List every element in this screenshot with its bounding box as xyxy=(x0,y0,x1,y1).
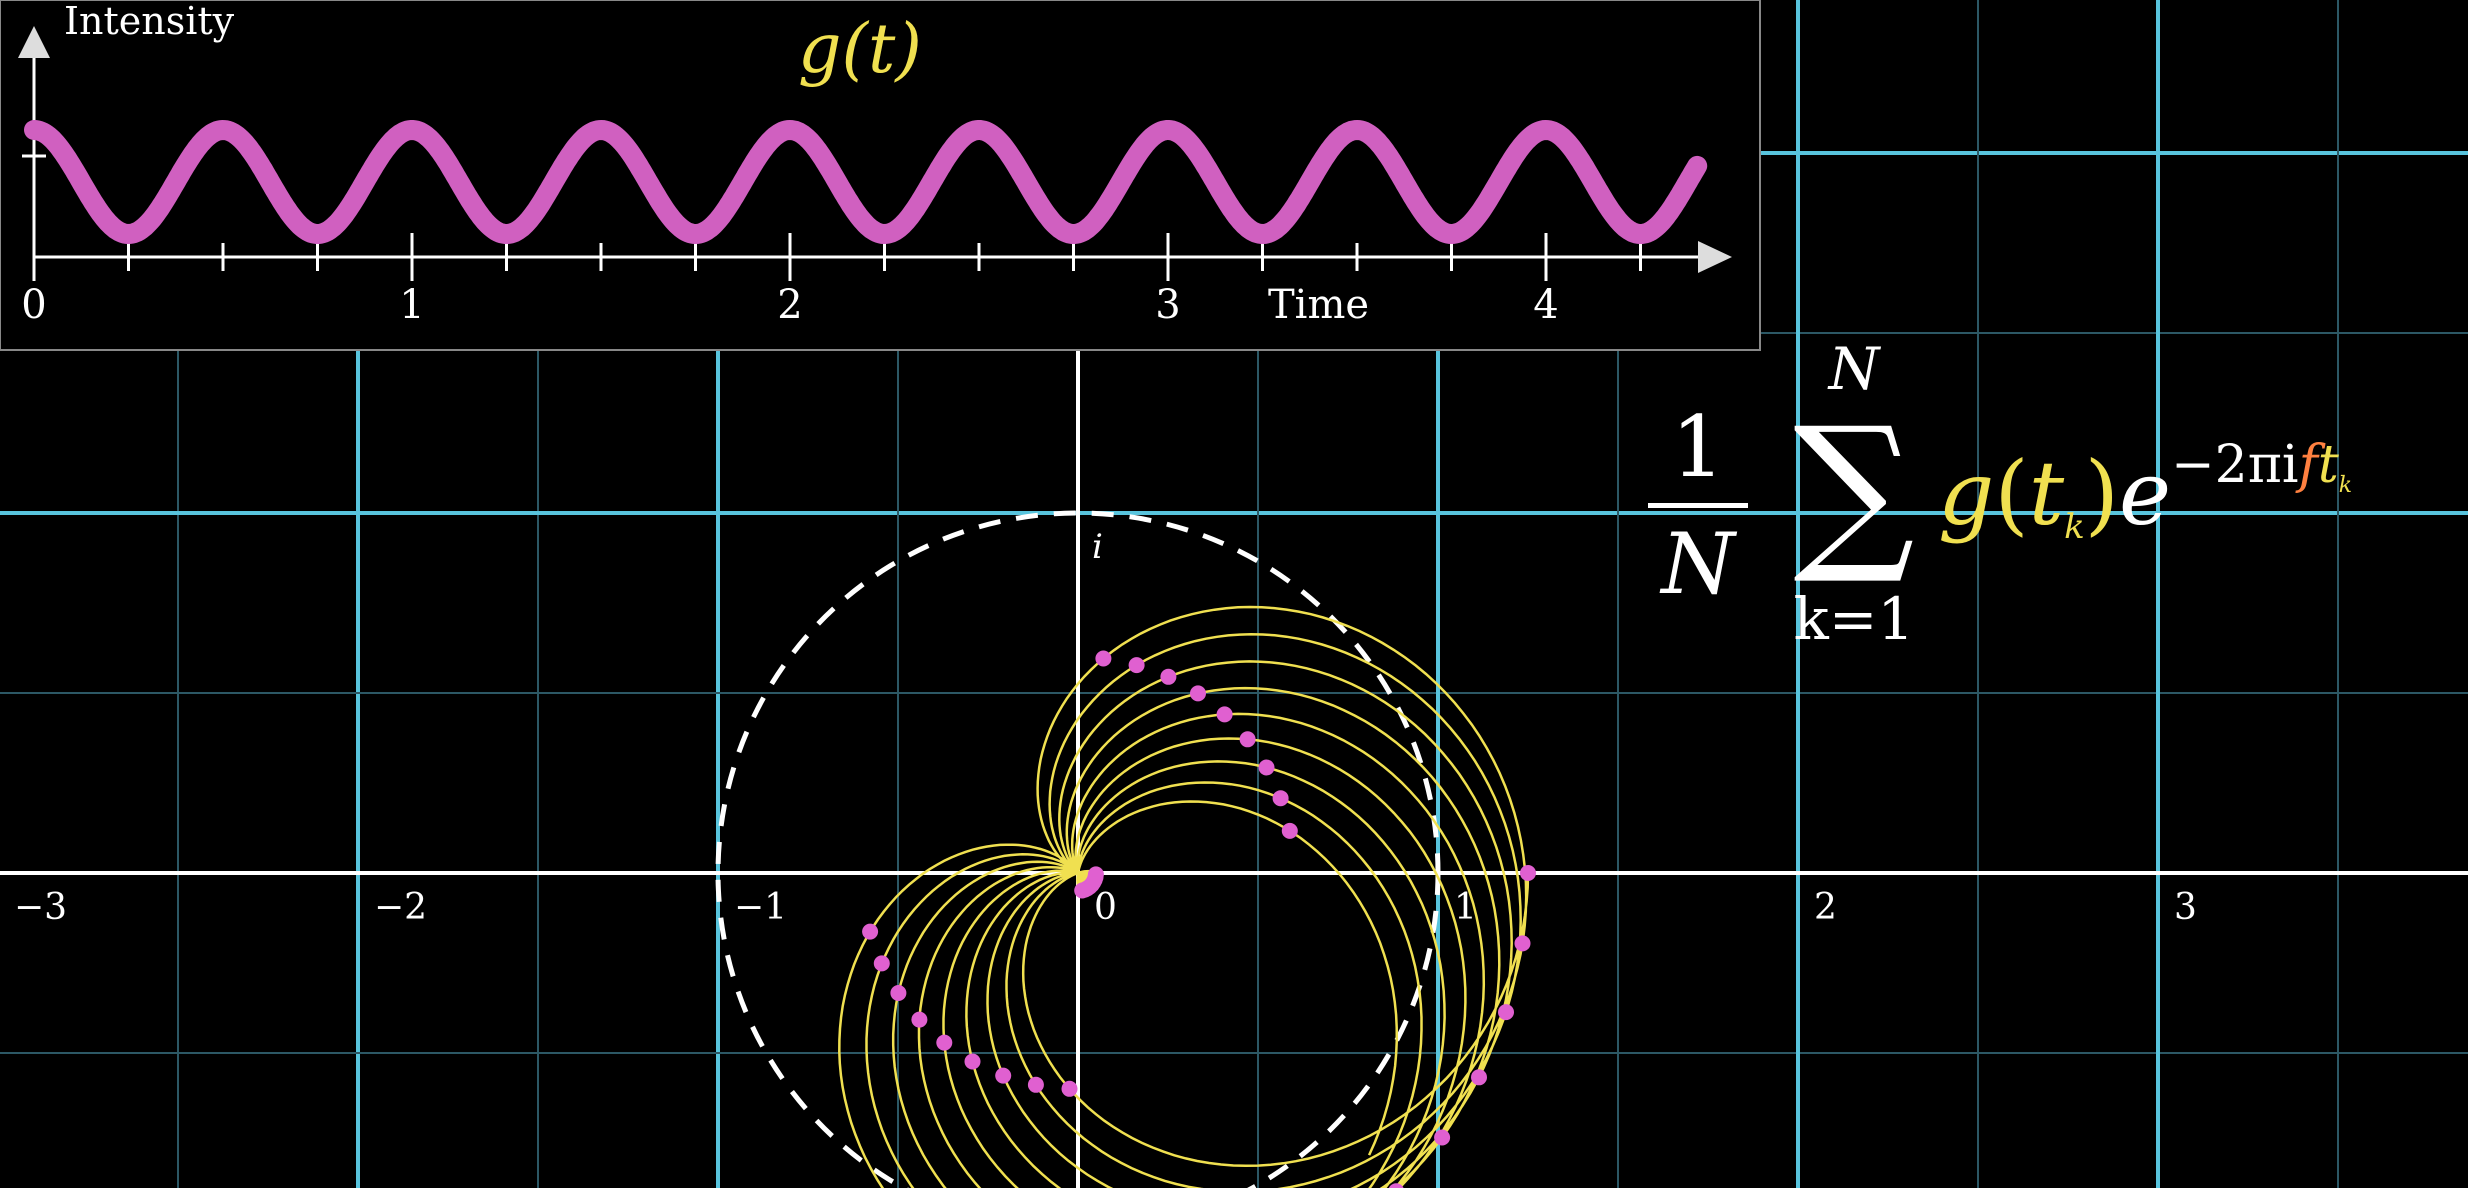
sample-point xyxy=(1216,706,1233,723)
formula-paren-close: ) xyxy=(2084,442,2120,545)
fourier-sum-formula: 1 N N ∑ k=1 g(tk)e−2πiftk xyxy=(1648,335,2408,665)
formula-fraction: 1 N xyxy=(1648,405,1748,606)
exponent-t: t xyxy=(2317,435,2339,495)
sample-point xyxy=(1388,1183,1404,1188)
sample-point xyxy=(1520,865,1536,881)
sample-point xyxy=(1095,650,1112,667)
real-tick-label: 2 xyxy=(1814,887,1837,928)
formula-exponent: −2πiftk xyxy=(2171,435,2353,498)
formula-sub-k: k xyxy=(2064,507,2085,547)
x-axis-arrow-icon xyxy=(1698,241,1732,273)
real-tick-label: −1 xyxy=(734,887,787,928)
sample-point xyxy=(1239,731,1256,748)
sample-point xyxy=(1128,657,1145,674)
formula-term: g(tk)e−2πiftk xyxy=(1938,435,2352,547)
sample-point xyxy=(1074,882,1091,899)
sum-symbol: ∑ xyxy=(1793,391,1915,589)
graph-x-tick-label: 2 xyxy=(777,282,802,328)
graph-x-tick-label: 3 xyxy=(1155,282,1180,328)
wound-sample-points xyxy=(862,650,1536,1188)
graph-x-tick-label: 4 xyxy=(1533,282,1558,328)
sample-point xyxy=(1258,759,1275,776)
exponent-sub-k: k xyxy=(2338,473,2353,498)
formula-paren-open: ( xyxy=(1994,442,2029,545)
sample-point xyxy=(911,1011,928,1028)
graph-title: g(t) xyxy=(798,10,922,89)
formula-numerator: 1 xyxy=(1671,398,1725,496)
real-tick-label: 1 xyxy=(1454,887,1477,928)
complex-plane-tick-labels: −3 −2 −1 0 1 2 3 xyxy=(14,887,2197,928)
signal-graph-tick-labels: 0 1 2 3 4 xyxy=(21,282,1558,328)
exponent-f: f xyxy=(2298,435,2318,495)
real-tick-label: 3 xyxy=(2174,887,2197,928)
sample-point xyxy=(862,923,879,940)
exponent-text: −2πi xyxy=(2171,435,2299,495)
signal-wave xyxy=(24,119,1708,245)
real-tick-label: −3 xyxy=(14,887,67,928)
sample-point xyxy=(964,1053,981,1070)
x-axis-label: Time xyxy=(1268,282,1369,328)
sample-point xyxy=(1160,668,1177,685)
sample-point xyxy=(1498,1004,1514,1021)
sample-point xyxy=(890,985,907,1001)
wound-curve xyxy=(838,605,1530,1188)
y-axis-arrow-icon xyxy=(18,26,50,58)
formula-e: e xyxy=(2119,442,2172,545)
sample-point xyxy=(936,1034,953,1051)
real-tick-label: −2 xyxy=(374,887,427,928)
sample-point xyxy=(873,955,890,972)
unit-circle xyxy=(715,510,1441,1188)
sum-lower-limit: k=1 xyxy=(1793,585,1915,653)
real-tick-label: 0 xyxy=(1094,887,1117,928)
sample-point xyxy=(995,1067,1012,1084)
graph-x-tick-label: 0 xyxy=(21,282,46,328)
sum-upper-limit: N xyxy=(1828,335,1880,403)
imaginary-unit-label: i xyxy=(1092,527,1103,567)
sample-point xyxy=(1514,935,1531,952)
formula-g: g xyxy=(1938,442,1995,545)
signal-graph-axes xyxy=(18,26,1732,281)
sample-point xyxy=(1272,790,1289,807)
formula-t: t xyxy=(2028,442,2065,545)
fraction-bar xyxy=(1648,503,1748,508)
sample-point xyxy=(1190,685,1206,702)
signal-graph-panel: 0 1 2 3 4 Intensity Time g(t) xyxy=(0,0,1761,351)
sample-point xyxy=(1027,1076,1044,1093)
sample-point xyxy=(1434,1129,1451,1146)
sample-point xyxy=(1061,1080,1078,1097)
sample-point xyxy=(1281,822,1298,839)
sample-point xyxy=(1471,1069,1487,1086)
y-axis-label: Intensity xyxy=(64,0,235,43)
graph-x-tick-label: 1 xyxy=(399,282,424,328)
formula-denominator: N xyxy=(1661,515,1735,613)
